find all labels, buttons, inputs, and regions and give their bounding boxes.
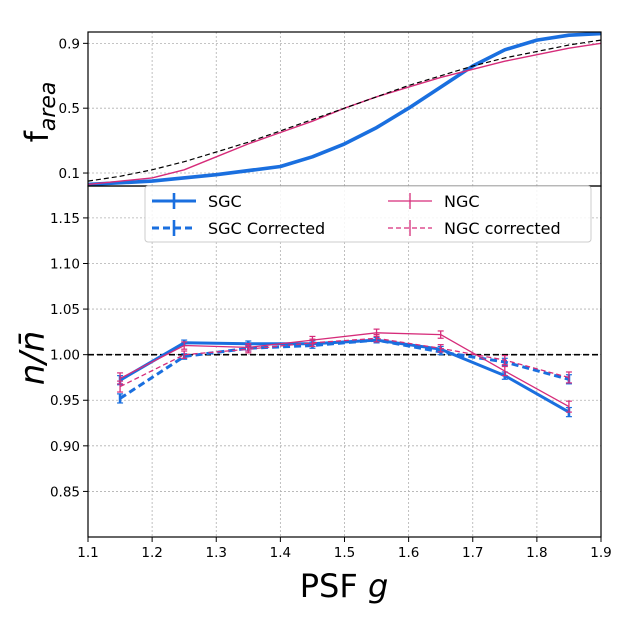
top-y-tick-label: 0.9 — [59, 36, 80, 52]
legend-label-ngc-corrected: NGC corrected — [444, 219, 561, 238]
x-tick-label: 1.6 — [398, 545, 419, 561]
legend: SGC SGC Corrected NGC NGC corrected — [144, 185, 592, 243]
bottom-panel-y-ticks: 0.85 0.90 0.95 1.00 1.05 1.10 1.15 — [50, 211, 88, 500]
top-panel-series — [87, 31, 602, 187]
top-y-tick-label: 0.1 — [59, 166, 80, 182]
legend-label-sgc-corrected: SGC Corrected — [208, 219, 325, 238]
bottom-y-tick-label: 0.95 — [50, 393, 80, 409]
legend-box — [144, 185, 592, 243]
x-tick-label: 1.3 — [206, 545, 227, 561]
legend-label-sgc: SGC — [208, 192, 242, 211]
series-line-ngc-corrected — [119, 337, 570, 388]
legend-entries: SGC SGC Corrected NGC NGC corrected — [152, 192, 561, 238]
x-title-main: PSF — [300, 567, 368, 605]
bottom-panel-x-ticks: 1.1 1.2 1.3 1.4 1.5 1.6 1.7 1.8 1.9 — [77, 537, 612, 561]
bottom-y-tick-label: 1.15 — [50, 211, 80, 227]
series-line-ngc — [119, 332, 570, 408]
bottom-y-tick-label: 0.90 — [50, 439, 80, 455]
bottom-y-tick-label: 1.00 — [50, 348, 80, 364]
top-line-model — [87, 39, 602, 182]
bottom-y-tick-label: 1.10 — [50, 256, 80, 272]
x-tick-label: 1.5 — [334, 545, 355, 561]
bottom-panel-series — [88, 328, 601, 418]
series-line-sgc-corrected — [119, 338, 570, 400]
x-tick-label: 1.1 — [77, 545, 98, 561]
bottom-y-tick-label: 1.05 — [50, 302, 80, 318]
bottom-y-tick-label: 0.85 — [50, 484, 80, 500]
top-line-sgc — [87, 31, 602, 187]
top-panel-y-ticks: 0.1 0.5 0.9 — [59, 36, 88, 182]
top-panel-grid — [87, 32, 602, 186]
bottom-panel-y-axis-title: n/n̄ — [13, 331, 53, 386]
x-title-italic: g — [368, 567, 388, 605]
top-panel-y-axis-title: farea — [18, 82, 61, 143]
legend-label-ngc: NGC — [444, 192, 480, 211]
x-tick-label: 1.8 — [526, 545, 547, 561]
top-y-title-sub: area — [36, 82, 61, 132]
x-tick-label: 1.7 — [462, 545, 483, 561]
bottom-panel-x-axis-title: PSF g — [300, 567, 389, 605]
x-tick-label: 1.2 — [141, 545, 162, 561]
top-y-title-main: f — [18, 130, 56, 142]
x-tick-label: 1.9 — [590, 545, 611, 561]
x-tick-label: 1.4 — [270, 545, 291, 561]
top-y-tick-label: 0.5 — [59, 101, 80, 117]
